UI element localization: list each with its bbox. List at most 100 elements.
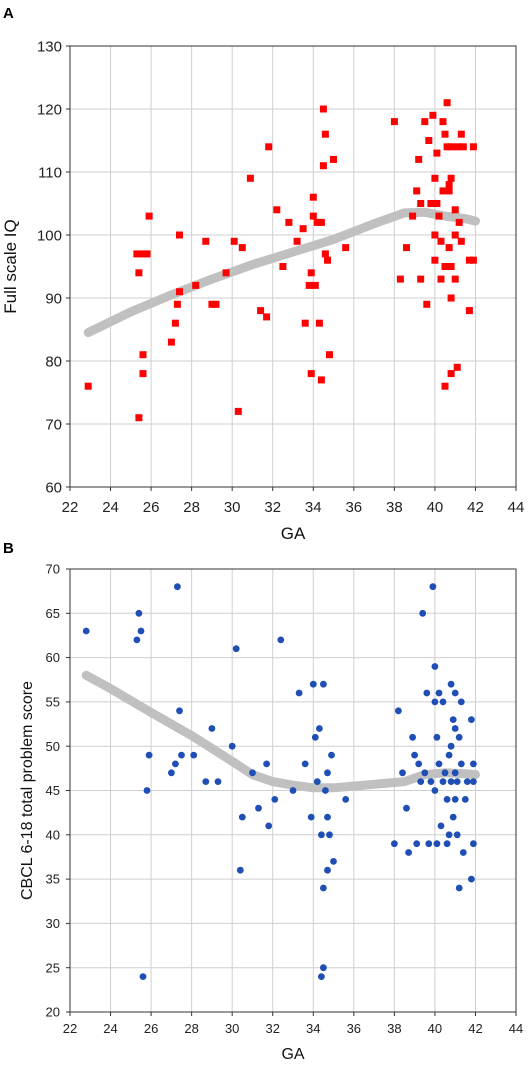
panel-b-data-point bbox=[461, 796, 469, 803]
panel-b-data-point bbox=[435, 689, 443, 697]
panel-a-data-point bbox=[433, 200, 441, 207]
panel-a-data-point bbox=[192, 281, 200, 289]
panel-a-frame bbox=[69, 45, 517, 488]
panel-a-data-point bbox=[326, 351, 333, 359]
panel-b-x-tick-label: 36 bbox=[347, 1021, 361, 1036]
panel-b-data-point bbox=[176, 707, 183, 715]
panel-b-data-point bbox=[143, 787, 151, 794]
panel-b-data-point bbox=[324, 769, 331, 777]
panel-a-x-tick-label: 36 bbox=[345, 499, 362, 516]
panel-a-data-point bbox=[176, 231, 183, 239]
panel-b-data-point bbox=[322, 787, 329, 794]
panel-b-chart: B 22 24 26 28 30 32 34 36 38 40 42 44 20 25 30 35 40 45 50… bbox=[3, 540, 523, 1063]
panel-b-x-tick-label: 30 bbox=[225, 1021, 239, 1036]
panel-b-data-point bbox=[168, 769, 175, 777]
panel-b-data-point bbox=[318, 973, 325, 980]
panel-a-data-point bbox=[431, 231, 439, 239]
panel-a-data-point bbox=[453, 363, 461, 371]
panel-b-data-point bbox=[326, 831, 333, 839]
panel-b-data-point bbox=[449, 716, 457, 723]
panel-a-data-point bbox=[139, 351, 147, 359]
panel-a-x-tick-label: 28 bbox=[183, 499, 200, 516]
panel-a-data-point bbox=[238, 244, 246, 252]
panel-a-data-point bbox=[439, 118, 447, 126]
panel-a-data-point bbox=[234, 407, 242, 415]
panel-a-data-point bbox=[433, 149, 441, 157]
panel-b-data-point bbox=[437, 822, 445, 830]
panel-b-data-point bbox=[255, 804, 262, 812]
panel-b-data-point bbox=[413, 840, 421, 848]
panel-a-data-point bbox=[435, 212, 443, 220]
panel-a-data-point bbox=[447, 370, 455, 378]
panel-a-x-tick-label: 34 bbox=[305, 499, 322, 516]
panel-b-x-axis-title: GA bbox=[281, 1046, 304, 1063]
panel-b-data-point bbox=[403, 804, 410, 812]
panel-a-y-tick-label: 120 bbox=[37, 101, 62, 118]
panel-b-data-point bbox=[449, 813, 457, 821]
panel-b-x-tick-label: 34 bbox=[306, 1021, 320, 1036]
panel-a-data-point bbox=[319, 162, 327, 170]
panel-a-label: A bbox=[3, 5, 14, 22]
panel-b-data-point bbox=[447, 778, 455, 785]
panel-a-x-tick-label: 42 bbox=[467, 499, 484, 516]
panel-a-x-tick-label: 26 bbox=[143, 499, 160, 516]
panel-b-data-point bbox=[289, 787, 297, 794]
panel-b-data-point bbox=[425, 840, 433, 848]
panel-b-data-point bbox=[411, 751, 418, 759]
panel-b-data-point bbox=[139, 973, 147, 980]
panel-b-data-point bbox=[451, 689, 459, 697]
panel-b-data-point bbox=[457, 760, 465, 768]
panel-a-data-point bbox=[441, 130, 449, 138]
panel-b-data-point bbox=[453, 778, 461, 785]
panel-a-data-point bbox=[330, 155, 337, 163]
panel-b-y-axis-title: CBCL 6-18 total problem score bbox=[19, 681, 36, 900]
panel-b-data-point bbox=[391, 840, 398, 848]
panel-b-data-point bbox=[470, 778, 477, 785]
panel-a-data-point bbox=[299, 225, 307, 233]
panel-a-data-point bbox=[135, 414, 143, 422]
panel-a-data-point bbox=[324, 256, 331, 264]
panel-a-data-point bbox=[246, 174, 254, 182]
panel-b-x-tick-label: 32 bbox=[265, 1021, 279, 1036]
panel-a-data-point bbox=[317, 218, 325, 226]
panel-a-data-point bbox=[139, 250, 147, 258]
panel-a-data-point bbox=[427, 200, 435, 207]
panel-a-data-point bbox=[445, 187, 453, 195]
panel-a-data-point bbox=[423, 300, 431, 308]
panel-a-data-point bbox=[265, 143, 273, 151]
panel-a-data-point bbox=[139, 370, 147, 378]
panel-a-data-point bbox=[443, 143, 451, 151]
panel-b-data-point bbox=[451, 725, 459, 732]
panel-a-data-point bbox=[133, 250, 141, 258]
panel-a-data-point bbox=[396, 275, 404, 283]
panel-a-data-point bbox=[445, 181, 453, 189]
panel-a-data-point bbox=[439, 187, 447, 195]
panel-a-data-point bbox=[145, 212, 153, 220]
panel-b-data-point bbox=[311, 733, 319, 741]
panel-a-y-tick-label: 90 bbox=[45, 290, 62, 307]
panel-b-trend-line bbox=[81, 670, 480, 793]
panel-b-x-tick-label: 24 bbox=[103, 1021, 117, 1036]
panel-b-data-point bbox=[395, 707, 402, 715]
panel-b-data-point bbox=[309, 680, 317, 688]
panel-a-data-point bbox=[273, 206, 281, 214]
panel-b-x-tick-label: 40 bbox=[428, 1021, 442, 1036]
panel-a-data-point bbox=[315, 319, 323, 327]
panel-a-data-point bbox=[342, 244, 350, 252]
panel-a-data-point bbox=[469, 256, 477, 264]
panel-b-data-point bbox=[470, 840, 477, 848]
panel-a-data-point bbox=[453, 143, 461, 151]
panel-b-data-point bbox=[295, 689, 303, 697]
panel-b-data-point bbox=[301, 760, 309, 768]
panel-a-data-point bbox=[417, 200, 425, 207]
panel-b-data-point bbox=[433, 840, 441, 848]
panel-b-data-point bbox=[431, 787, 439, 794]
panel-b-data-point bbox=[468, 716, 475, 723]
panel-a-data-point bbox=[451, 275, 459, 283]
panel-b-x-tick-label: 38 bbox=[387, 1021, 401, 1036]
panel-b-data-point bbox=[445, 751, 453, 759]
panel-b-data-point bbox=[135, 609, 143, 617]
panel-a-data-point bbox=[441, 263, 449, 270]
panel-a-y-tick-label: 110 bbox=[38, 164, 62, 181]
